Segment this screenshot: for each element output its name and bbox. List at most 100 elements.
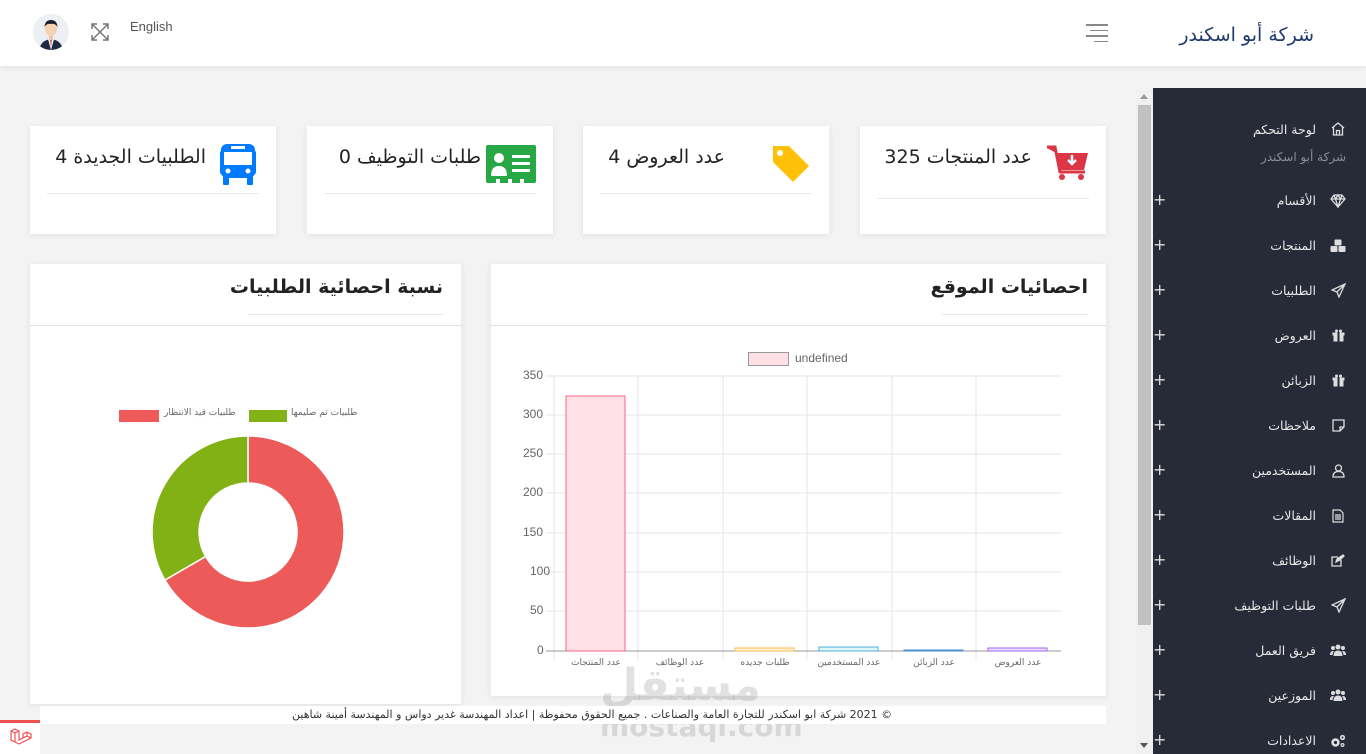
stat-label: طلبات التوظيف 0 bbox=[338, 146, 481, 168]
user-avatar[interactable] bbox=[33, 14, 69, 50]
x-category-label: عدد العروض bbox=[994, 658, 1042, 668]
y-tick: 200 bbox=[523, 485, 544, 499]
user-icon bbox=[1330, 463, 1346, 479]
sidebar-item-job-applications[interactable]: طلبات التوظيف + bbox=[1153, 583, 1366, 628]
sidebar-item-label: الاعدادات bbox=[1267, 733, 1316, 748]
hamburger-menu-icon[interactable] bbox=[1084, 24, 1108, 42]
sidebar-item-label: الأقسام bbox=[1276, 193, 1316, 208]
expand-plus-icon[interactable]: + bbox=[1153, 460, 1167, 479]
sidebar-item-users[interactable]: المستخدمين + bbox=[1153, 448, 1366, 493]
brand-title[interactable]: شركة أبو اسكندر bbox=[1179, 24, 1314, 46]
legend-label: طلبيات قيد الانتظار bbox=[164, 408, 236, 418]
sidebar-item-settings[interactable]: الاعدادات + bbox=[1153, 718, 1366, 754]
scroll-up-arrow-icon[interactable] bbox=[1140, 94, 1148, 99]
bar-products bbox=[565, 395, 626, 652]
donut-chart bbox=[151, 435, 345, 629]
sidebar-item-label: الوظائف bbox=[1272, 553, 1316, 568]
sidebar-item-products[interactable]: المنتجات + bbox=[1153, 223, 1366, 268]
sidebar-item-label: فريق العمل bbox=[1255, 643, 1316, 658]
divider bbox=[600, 193, 812, 194]
sidebar-item-team[interactable]: فريق العمل + bbox=[1153, 628, 1366, 673]
scroll-down-arrow-icon[interactable] bbox=[1140, 743, 1148, 748]
expand-plus-icon[interactable]: + bbox=[1153, 505, 1167, 524]
file-text-icon bbox=[1330, 508, 1346, 524]
expand-plus-icon[interactable]: + bbox=[1153, 640, 1167, 659]
sidebar-subtitle: شركة أبو اسكندر bbox=[1260, 150, 1346, 164]
y-tick: 0 bbox=[537, 643, 544, 657]
sidebar: لوحة التحكم شركة أبو اسكندر الأقسام + ال… bbox=[1153, 88, 1366, 754]
stat-card-job-applications: طلبات التوظيف 0 bbox=[307, 126, 553, 234]
sidebar-item-distributors[interactable]: الموزعين + bbox=[1153, 673, 1366, 718]
bar-offers bbox=[987, 647, 1048, 652]
x-category-label: عدد المنتجات bbox=[571, 658, 621, 668]
bar-users bbox=[818, 646, 879, 652]
sidebar-item-label: ملاحظات bbox=[1268, 418, 1316, 433]
language-switch-link[interactable]: English bbox=[130, 19, 173, 34]
legend-swatch-pending[interactable] bbox=[119, 410, 159, 422]
sidebar-item-notes[interactable]: ملاحظات + bbox=[1153, 403, 1366, 448]
sidebar-item-label: طلبات التوظيف bbox=[1234, 598, 1316, 613]
fullscreen-expand-icon[interactable] bbox=[89, 21, 111, 43]
donut-slice-pending bbox=[163, 435, 345, 629]
sidebar-item-dashboard[interactable]: لوحة التحكم bbox=[1153, 110, 1366, 148]
legend-label: طلبيات تم صليمها bbox=[291, 408, 358, 418]
sidebar-item-articles[interactable]: المقالات + bbox=[1153, 493, 1366, 538]
expand-plus-icon[interactable]: + bbox=[1153, 190, 1167, 209]
y-tick: 150 bbox=[523, 525, 544, 539]
users-icon bbox=[1330, 688, 1346, 704]
x-category-label: عدد الوظائف bbox=[655, 658, 705, 668]
bar-new-orders bbox=[734, 647, 795, 652]
expand-plus-icon[interactable]: + bbox=[1153, 595, 1167, 614]
stat-card-offers: عدد العروض 4 bbox=[583, 126, 829, 234]
edit-icon bbox=[1330, 553, 1346, 569]
title-underline bbox=[248, 314, 443, 315]
legend-swatch[interactable] bbox=[748, 352, 789, 366]
panel-title: نسبة احصائية الطلبيات bbox=[229, 276, 443, 298]
stat-label: عدد المنتجات 325 bbox=[884, 146, 1032, 168]
expand-plus-icon[interactable]: + bbox=[1153, 280, 1167, 299]
site-stats-panel: احصائيات الموقع undefined 350 bbox=[491, 264, 1106, 696]
legend-label: undefined bbox=[795, 351, 848, 365]
x-category-label: عدد المستخدمين bbox=[817, 658, 881, 668]
sidebar-item-jobs[interactable]: الوظائف + bbox=[1153, 538, 1366, 583]
expand-plus-icon[interactable]: + bbox=[1153, 325, 1167, 344]
scrollbar-thumb[interactable] bbox=[1138, 105, 1151, 625]
cart-download-icon bbox=[1047, 144, 1089, 186]
bar-customers bbox=[903, 649, 964, 652]
sidebar-item-label: المنتجات bbox=[1270, 238, 1316, 253]
cubes-icon bbox=[1330, 238, 1346, 254]
stat-label: الطلبيات الجديدة 4 bbox=[55, 146, 206, 168]
divider bbox=[324, 193, 536, 194]
sidebar-item-label: المستخدمين bbox=[1251, 463, 1316, 478]
sidebar-item-label: المقالات bbox=[1272, 508, 1316, 523]
sidebar-scrollbar[interactable] bbox=[1136, 90, 1153, 754]
expand-plus-icon[interactable]: + bbox=[1153, 550, 1167, 569]
laravel-debug-icon[interactable] bbox=[0, 720, 40, 754]
divider bbox=[47, 193, 259, 194]
expand-plus-icon[interactable]: + bbox=[1153, 415, 1167, 434]
sidebar-item-label: الموزعين bbox=[1268, 688, 1316, 703]
sidebar-item-customers[interactable]: الزبائن + bbox=[1153, 358, 1366, 403]
diamond-icon bbox=[1330, 193, 1346, 209]
id-card-icon bbox=[486, 145, 536, 187]
expand-plus-icon[interactable]: + bbox=[1153, 685, 1167, 704]
legend-swatch-delivered[interactable] bbox=[249, 410, 287, 422]
home-icon bbox=[1330, 121, 1346, 137]
stat-card-new-orders: الطلبيات الجديدة 4 bbox=[30, 126, 276, 234]
sidebar-item-orders[interactable]: الطلبيات + bbox=[1153, 268, 1366, 313]
y-tick: 300 bbox=[523, 407, 544, 421]
expand-plus-icon[interactable]: + bbox=[1153, 730, 1167, 749]
top-header: English شركة أبو اسكندر bbox=[0, 0, 1366, 66]
sticky-note-icon bbox=[1330, 418, 1346, 434]
paper-plane-icon bbox=[1330, 598, 1346, 614]
panel-title: احصائيات الموقع bbox=[930, 276, 1088, 298]
sidebar-item-categories[interactable]: الأقسام + bbox=[1153, 178, 1366, 223]
cogs-icon bbox=[1330, 733, 1346, 749]
sidebar-item-offers[interactable]: العروض + bbox=[1153, 313, 1366, 358]
footer-copyright: © 2021 شركة ابو اسكندر للتجارة العامة وا… bbox=[40, 706, 1106, 724]
expand-plus-icon[interactable]: + bbox=[1153, 235, 1167, 254]
sidebar-item-label: لوحة التحكم bbox=[1252, 121, 1316, 137]
watermark-logo: مستقل bbox=[600, 660, 761, 711]
expand-plus-icon[interactable]: + bbox=[1153, 370, 1167, 389]
title-underline bbox=[942, 314, 1088, 315]
